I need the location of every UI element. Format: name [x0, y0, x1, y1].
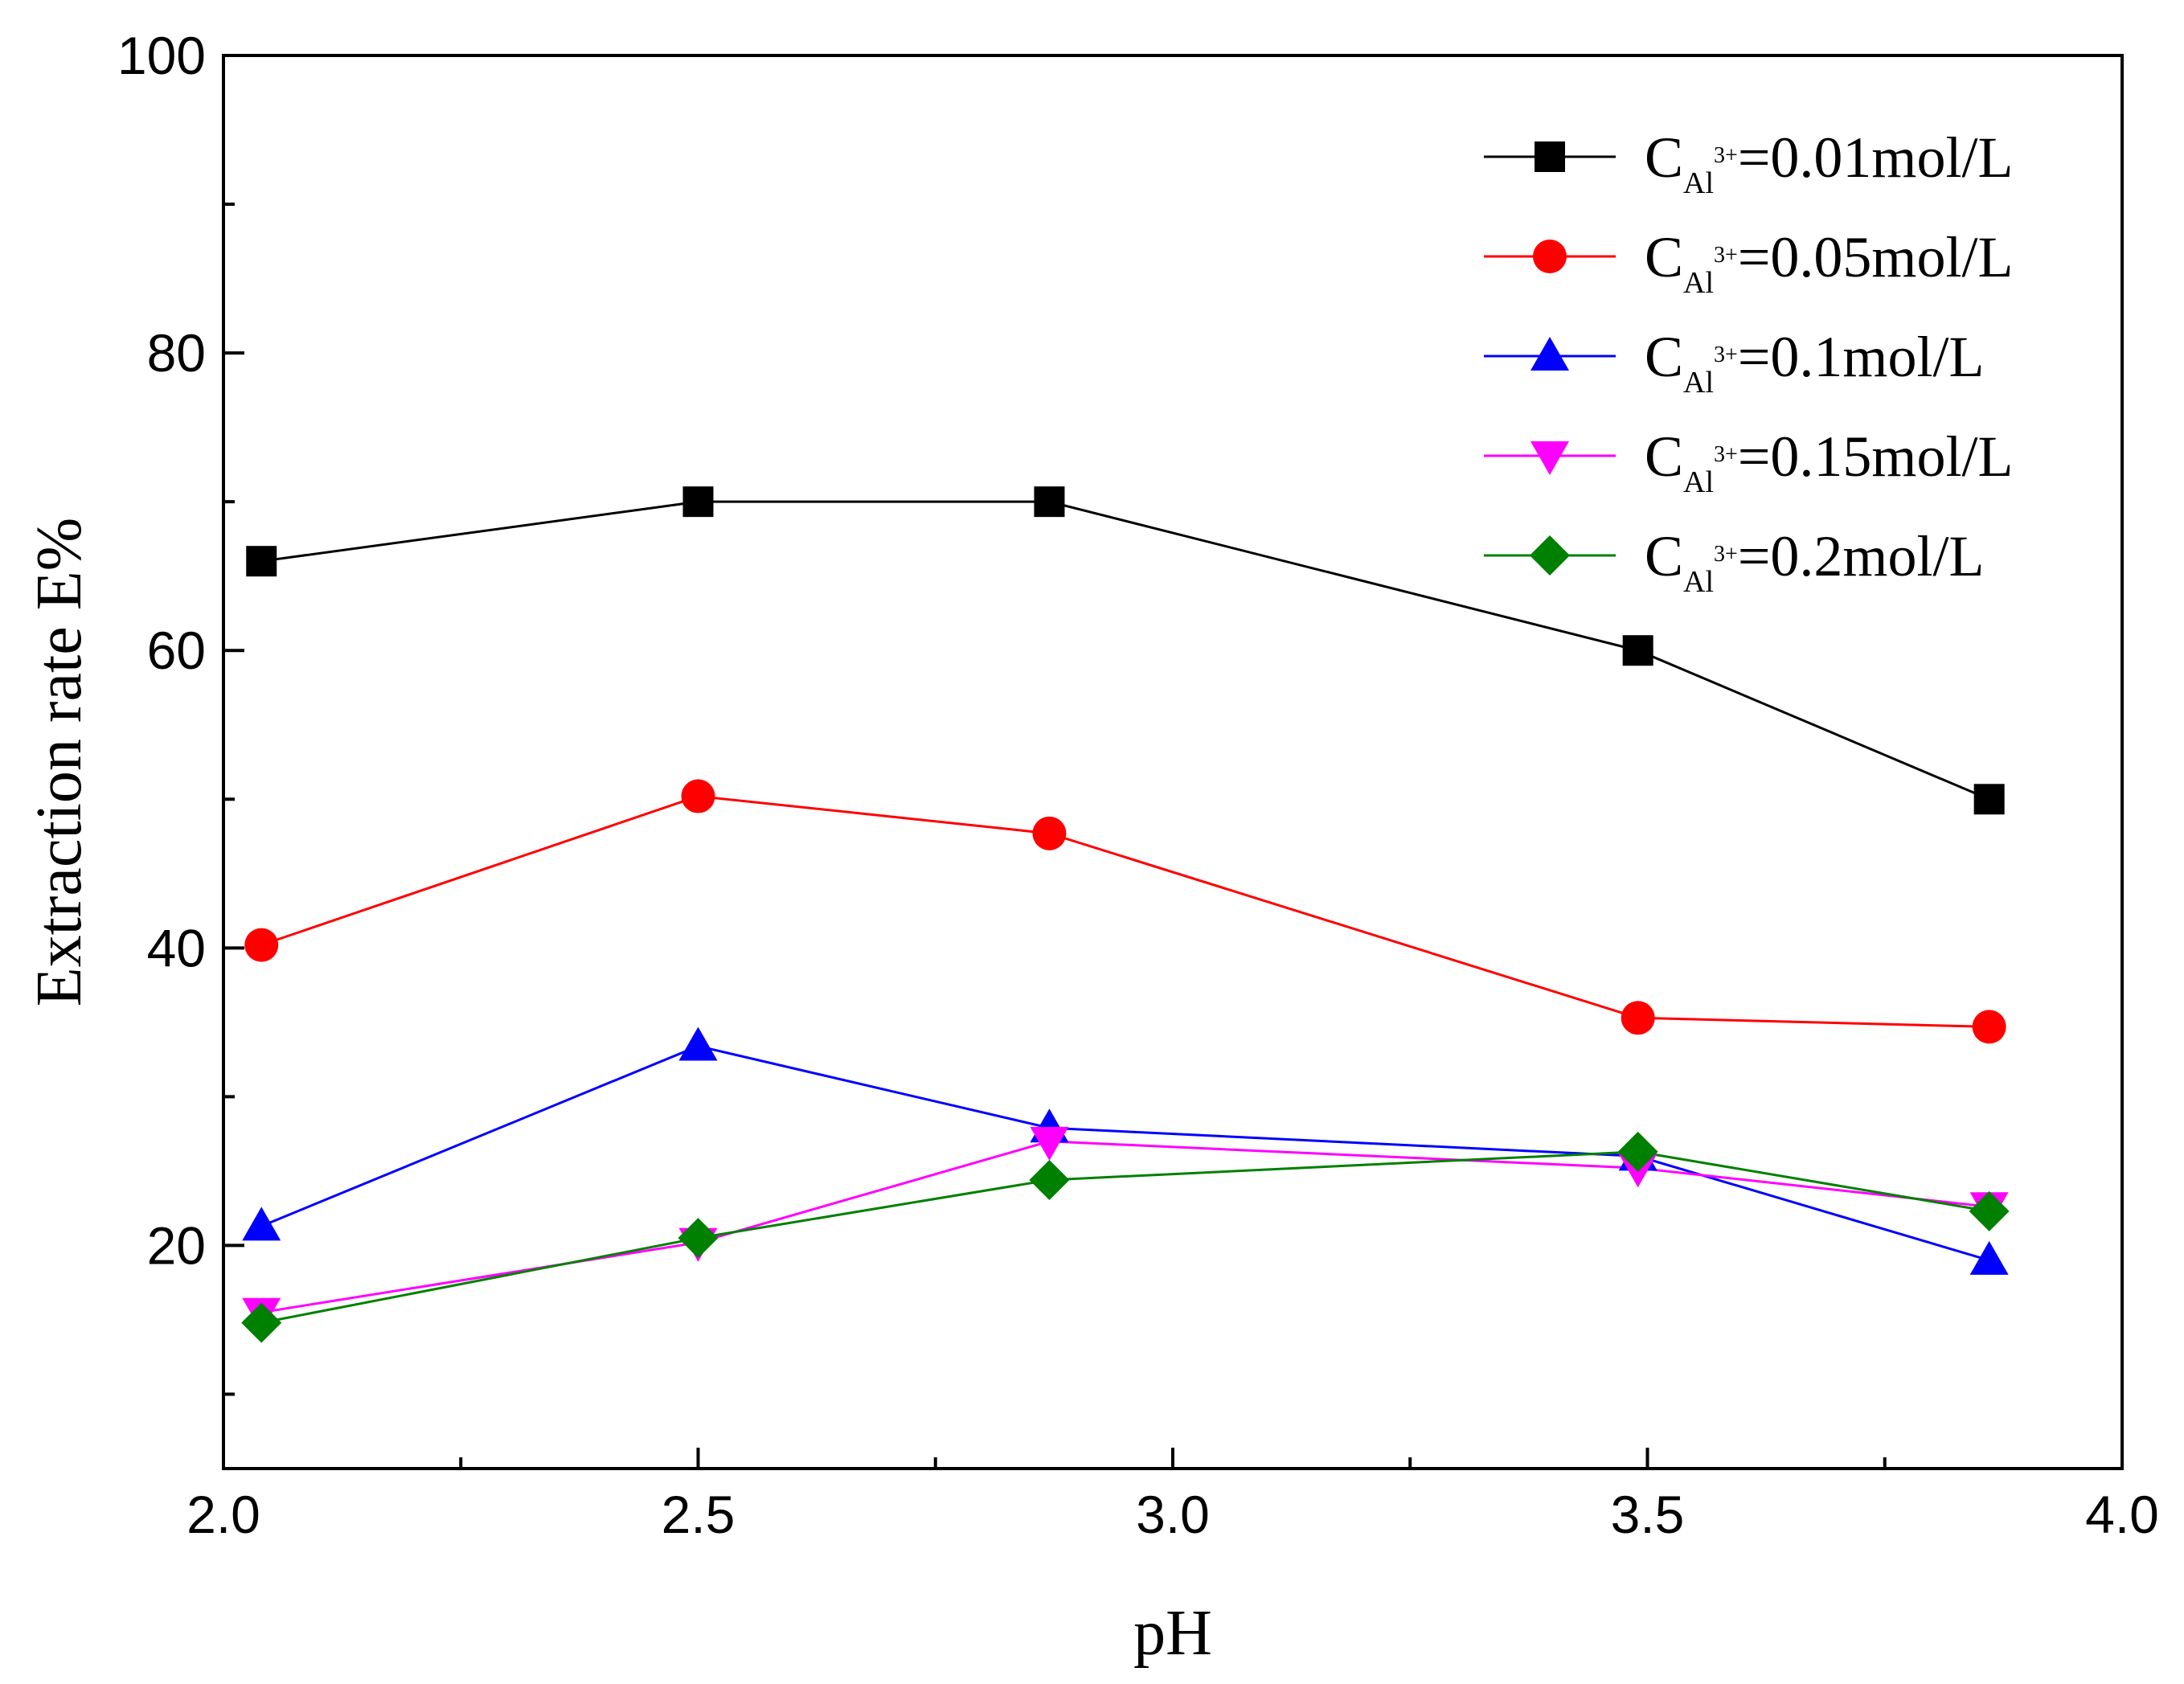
x-tick-label: 4.0: [2085, 1485, 2159, 1544]
y-axis-tick-labels: 20 40 60 80 100: [117, 26, 206, 1275]
series-2-point: [1621, 1001, 1655, 1035]
series-line-2: [260, 795, 1989, 1028]
legend-marker: [1535, 141, 1565, 172]
series-5-point: [678, 1218, 719, 1259]
legend-entry-2: CAl3+=0.05mol/L: [1484, 225, 2013, 300]
series-1-point: [682, 486, 714, 518]
legend-marker: [1530, 337, 1569, 371]
x-axis-tick-labels: 2.0 2.5 3.0 3.5 4.0: [186, 1485, 2159, 1544]
series-1-point: [1973, 784, 2005, 815]
series-1-point: [246, 546, 277, 577]
series-2-point: [681, 779, 715, 813]
series-5-point: [1969, 1190, 2010, 1231]
y-tick-label: 100: [117, 26, 206, 85]
legend-label: CAl3+=0.01mol/L: [1645, 125, 2013, 200]
series-lines: [260, 500, 1990, 1325]
legend-label: CAl3+=0.15mol/L: [1645, 424, 2013, 499]
series-3-point: [678, 1026, 718, 1061]
legend-marker: [1530, 441, 1569, 475]
legend-entry-4: CAl3+=0.15mol/L: [1484, 424, 2013, 499]
x-axis-ticks: [222, 1448, 2124, 1469]
legend-entry-5: CAl3+=0.2mol/L: [1484, 524, 1984, 599]
series-5-point: [241, 1302, 282, 1343]
legend-label: CAl3+=0.05mol/L: [1645, 225, 2013, 300]
legend-entry-3: CAl3+=0.1mol/L: [1484, 325, 1984, 399]
series-3-point: [1969, 1240, 2009, 1275]
series-markers: [241, 486, 2010, 1343]
series-2-point: [1032, 816, 1067, 850]
y-tick-label: 80: [147, 323, 206, 383]
legend-marker: [1530, 535, 1570, 576]
series-5-point: [1617, 1131, 1658, 1172]
y-axis-ticks: [223, 54, 244, 1396]
series-1-point: [1622, 635, 1653, 666]
series-4-point: [1030, 1126, 1069, 1161]
x-tick-label: 3.0: [1136, 1485, 1210, 1544]
series-line-3: [260, 1044, 1990, 1262]
y-tick-label: 60: [147, 621, 206, 680]
legend-marker: [1533, 240, 1567, 273]
x-tick-label: 2.0: [186, 1485, 260, 1544]
legend-entry-1: CAl3+=0.01mol/L: [1484, 125, 2013, 200]
x-tick-label: 2.5: [662, 1485, 736, 1544]
series-3-point: [242, 1207, 281, 1241]
series-2-point: [244, 928, 279, 962]
legend: CAl3+=0.01mol/L CAl3+=0.05mol/L CAl3+=0.1m…: [1484, 125, 2013, 599]
x-tick-label: 3.5: [1611, 1485, 1685, 1544]
series-2-point: [1972, 1010, 2006, 1044]
x-axis-title: pH: [1133, 1598, 1212, 1669]
legend-label: CAl3+=0.2mol/L: [1645, 524, 1984, 599]
series-1-point: [1034, 486, 1065, 518]
series-5-point: [1029, 1159, 1070, 1200]
y-tick-label: 20: [147, 1215, 206, 1275]
y-tick-label: 40: [147, 918, 206, 977]
y-axis-title: Extraction rate E%: [24, 518, 95, 1007]
legend-label: CAl3+=0.1mol/L: [1645, 325, 1984, 399]
